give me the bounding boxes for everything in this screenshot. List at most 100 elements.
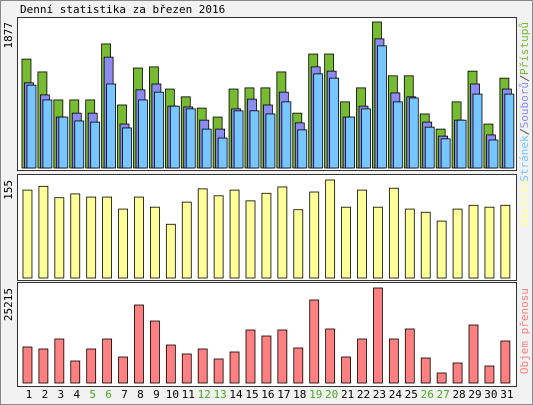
x-tick-label: 15 bbox=[245, 388, 258, 401]
x-tick-label: 30 bbox=[484, 388, 497, 401]
bar bbox=[345, 116, 355, 169]
bar bbox=[181, 353, 192, 384]
bar bbox=[388, 187, 399, 279]
bar bbox=[329, 77, 340, 169]
bar bbox=[134, 196, 144, 279]
x-tick-label: 19 bbox=[309, 388, 322, 401]
bar bbox=[102, 196, 113, 279]
bar bbox=[500, 204, 511, 279]
bar bbox=[197, 188, 208, 279]
bar bbox=[313, 73, 324, 169]
x-tick-label: 18 bbox=[293, 388, 306, 401]
y-tick-label: 25215 bbox=[2, 288, 15, 321]
legend-label: Přístupů bbox=[518, 22, 531, 75]
bar bbox=[245, 200, 256, 279]
bar bbox=[185, 108, 196, 169]
bar bbox=[297, 129, 308, 169]
x-tick-label: 14 bbox=[229, 388, 243, 401]
x-tick-label: 4 bbox=[73, 388, 80, 401]
bar bbox=[58, 116, 69, 169]
x-tick-label: 28 bbox=[452, 388, 465, 401]
x-tick-label: 25 bbox=[405, 388, 418, 401]
x-tick-label: 12 bbox=[198, 388, 211, 401]
bar bbox=[22, 346, 33, 384]
bar bbox=[456, 119, 467, 169]
x-tick-label: 20 bbox=[325, 388, 338, 401]
bar bbox=[229, 189, 240, 279]
bar bbox=[213, 195, 224, 279]
x-tick-label: 26 bbox=[421, 388, 434, 401]
bar bbox=[452, 208, 463, 279]
y-tick: 25215 bbox=[2, 288, 15, 321]
bar bbox=[217, 137, 228, 169]
bar bbox=[74, 120, 85, 169]
x-tick-label: 2 bbox=[42, 388, 49, 401]
legend-label: Stránek bbox=[518, 135, 531, 182]
x-tick-label: 24 bbox=[389, 388, 403, 401]
bar bbox=[90, 121, 101, 169]
bar bbox=[233, 110, 244, 169]
bar bbox=[309, 299, 320, 384]
bar bbox=[169, 105, 180, 169]
bar bbox=[309, 191, 320, 279]
bar bbox=[118, 208, 128, 279]
bar bbox=[341, 356, 351, 384]
bar bbox=[197, 348, 208, 384]
bar bbox=[165, 223, 176, 279]
bar bbox=[70, 193, 81, 279]
bar bbox=[165, 344, 176, 384]
bar bbox=[404, 208, 415, 279]
bar bbox=[245, 329, 256, 384]
x-tick-label: 13 bbox=[214, 388, 227, 401]
bar bbox=[261, 335, 272, 384]
bar bbox=[229, 351, 240, 384]
bar bbox=[472, 93, 483, 169]
x-tick-label: 31 bbox=[500, 388, 513, 401]
x-tick-label: 29 bbox=[468, 388, 481, 401]
bar bbox=[102, 338, 113, 384]
x-tick-label: 22 bbox=[357, 388, 370, 401]
x-tick-label: 11 bbox=[182, 388, 195, 401]
bar bbox=[373, 206, 383, 279]
bar bbox=[213, 358, 224, 384]
bar bbox=[118, 356, 128, 384]
bar bbox=[42, 99, 53, 169]
bar bbox=[265, 113, 276, 169]
y-tick-label: 1877 bbox=[2, 22, 15, 49]
bar bbox=[54, 197, 65, 279]
bar bbox=[404, 328, 415, 384]
y-tick: 155 bbox=[2, 180, 15, 200]
bar bbox=[26, 84, 37, 169]
x-tick-label: 1 bbox=[26, 388, 33, 401]
bar bbox=[122, 127, 132, 169]
bar bbox=[277, 329, 288, 384]
bar bbox=[484, 206, 495, 279]
chart-title: Denní statistika za březen 2016 bbox=[20, 3, 225, 16]
bar bbox=[325, 179, 336, 279]
bar bbox=[86, 196, 97, 279]
legend-label: Souborů bbox=[518, 82, 531, 128]
bar bbox=[154, 91, 164, 169]
x-tick-label: 3 bbox=[58, 388, 65, 401]
bar bbox=[341, 206, 351, 279]
bar bbox=[38, 348, 49, 384]
bar bbox=[408, 97, 419, 169]
bar bbox=[373, 287, 383, 384]
bar bbox=[70, 360, 81, 384]
bar bbox=[388, 338, 399, 384]
bar bbox=[293, 347, 304, 384]
legend-separator bbox=[519, 128, 530, 135]
bar bbox=[488, 139, 499, 169]
legend: Návštěv bbox=[518, 180, 531, 227]
bar bbox=[86, 348, 97, 384]
bar bbox=[134, 304, 144, 384]
bar bbox=[261, 192, 272, 279]
legend: Přístupů Souborů Stránek bbox=[518, 22, 531, 182]
bar bbox=[38, 185, 49, 279]
bar bbox=[424, 126, 435, 169]
legend-label: Objem přenosu bbox=[518, 288, 531, 374]
x-tick-label: 6 bbox=[105, 388, 112, 401]
bar bbox=[106, 83, 117, 169]
bar bbox=[484, 365, 495, 384]
bar bbox=[138, 99, 148, 169]
